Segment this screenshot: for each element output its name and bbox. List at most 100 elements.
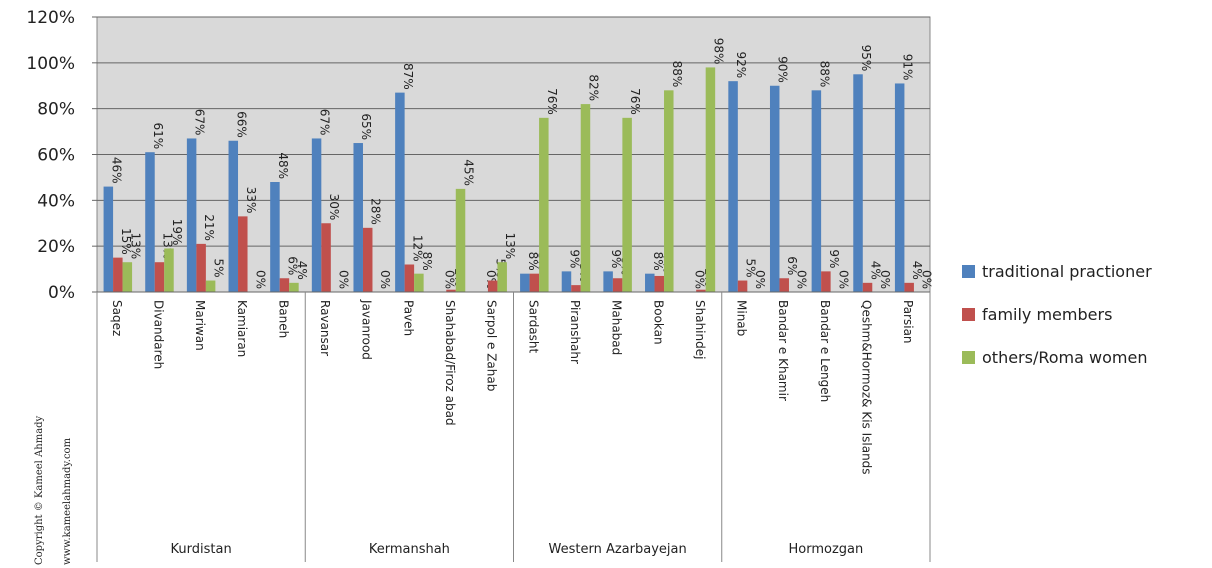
legend-swatch xyxy=(962,351,975,364)
value-label: 88% xyxy=(670,61,684,88)
x-tick-label: Saqez xyxy=(110,300,124,336)
bar xyxy=(164,248,174,292)
bar xyxy=(728,81,738,293)
bar xyxy=(821,271,831,292)
bar xyxy=(645,273,655,292)
bar xyxy=(113,257,123,292)
value-label: 48% xyxy=(276,152,290,179)
value-label: 0% xyxy=(920,270,934,289)
value-label: 45% xyxy=(462,159,476,186)
value-label: 8% xyxy=(651,252,665,271)
bar xyxy=(414,273,424,292)
bar xyxy=(664,90,674,292)
bar xyxy=(196,243,206,292)
value-label: 0% xyxy=(337,270,351,289)
value-label: 5% xyxy=(744,258,758,277)
bar xyxy=(353,143,363,292)
bar xyxy=(705,67,716,293)
value-label: 0% xyxy=(378,270,392,289)
value-label: 13% xyxy=(503,233,517,260)
bar xyxy=(654,275,665,292)
y-tick-label: 20% xyxy=(37,237,75,257)
value-label: 4% xyxy=(869,261,883,280)
bar xyxy=(737,280,748,292)
value-label: 98% xyxy=(711,38,725,65)
bar xyxy=(539,117,549,292)
value-label: 82% xyxy=(586,74,600,101)
value-label: 13% xyxy=(128,233,142,260)
bar xyxy=(853,74,863,293)
value-label: 6% xyxy=(785,256,799,275)
y-tick-label: 100% xyxy=(26,54,75,74)
value-label: 4% xyxy=(295,261,309,280)
value-label: 90% xyxy=(776,56,790,83)
value-label: 4% xyxy=(910,261,924,280)
value-label: 21% xyxy=(202,214,216,241)
value-label: 65% xyxy=(359,113,373,140)
x-tick-label: Paveh xyxy=(401,300,415,336)
value-label: 8% xyxy=(526,252,540,271)
value-label: 76% xyxy=(628,88,642,115)
value-label: 30% xyxy=(327,194,341,221)
x-tick-label: Kamiaran xyxy=(235,300,249,357)
x-tick-label: Javanrood xyxy=(360,299,374,360)
legend-label: others/Roma women xyxy=(982,348,1147,367)
value-label: 19% xyxy=(170,219,184,246)
bar xyxy=(103,186,114,292)
value-label: 15% xyxy=(119,228,133,255)
bar xyxy=(529,273,540,292)
bar xyxy=(186,138,197,292)
bar xyxy=(228,140,239,292)
x-tick-label: Piranshahr xyxy=(568,300,582,364)
bar xyxy=(321,223,331,292)
bar xyxy=(289,282,299,292)
bar xyxy=(487,280,498,292)
copyright: Copyright © Kameel Ahmady xyxy=(34,415,45,565)
legend-label: family members xyxy=(982,305,1112,324)
bar xyxy=(154,262,165,292)
value-label: 0% xyxy=(692,270,706,289)
bar xyxy=(612,278,623,292)
bar xyxy=(561,271,572,292)
x-tick-label: Bandar e Lengeh xyxy=(818,300,832,402)
bar xyxy=(311,138,322,292)
legend-label: traditional practioner xyxy=(982,262,1152,281)
bar xyxy=(696,289,706,292)
group-label: Kermanshah xyxy=(369,542,450,557)
x-tick-label: Baneh xyxy=(276,300,290,338)
bar xyxy=(571,285,581,292)
bar xyxy=(894,83,905,292)
bar xyxy=(904,282,914,292)
y-tick-label: 40% xyxy=(37,191,75,211)
x-tick-label: Qeshm&Hormoz& Kis Islands xyxy=(860,300,874,475)
y-tick-label: 80% xyxy=(37,100,75,120)
value-label: 76% xyxy=(545,88,559,115)
x-tick-label: Divandareh xyxy=(151,300,165,369)
bar xyxy=(446,289,456,292)
bar xyxy=(145,152,155,292)
x-tick-label: Mariwan xyxy=(193,300,207,351)
value-label: 8% xyxy=(420,252,434,271)
value-label: 0% xyxy=(443,270,457,289)
value-label: 28% xyxy=(369,198,383,225)
x-tick-label: Bandar e Khamir xyxy=(776,300,790,401)
bar xyxy=(270,182,280,292)
bar xyxy=(395,92,405,292)
value-label: 46% xyxy=(109,157,123,184)
value-label: 0% xyxy=(878,270,892,289)
x-tick-label: Bookan xyxy=(651,300,665,345)
group-label: Hormozgan xyxy=(789,542,864,557)
value-label: 92% xyxy=(734,51,748,78)
x-tick-label: Sarpol e Zahab xyxy=(485,300,499,391)
x-tick-label: Minab xyxy=(735,300,749,336)
value-label: 33% xyxy=(244,187,258,214)
bar xyxy=(455,188,466,292)
bar xyxy=(497,262,507,292)
value-label: 67% xyxy=(193,109,207,136)
legend-swatch xyxy=(962,265,975,278)
value-label: 67% xyxy=(318,109,332,136)
value-label: 66% xyxy=(234,111,248,138)
value-label: 91% xyxy=(901,54,915,81)
x-tick-label: Shahindej xyxy=(693,300,707,359)
